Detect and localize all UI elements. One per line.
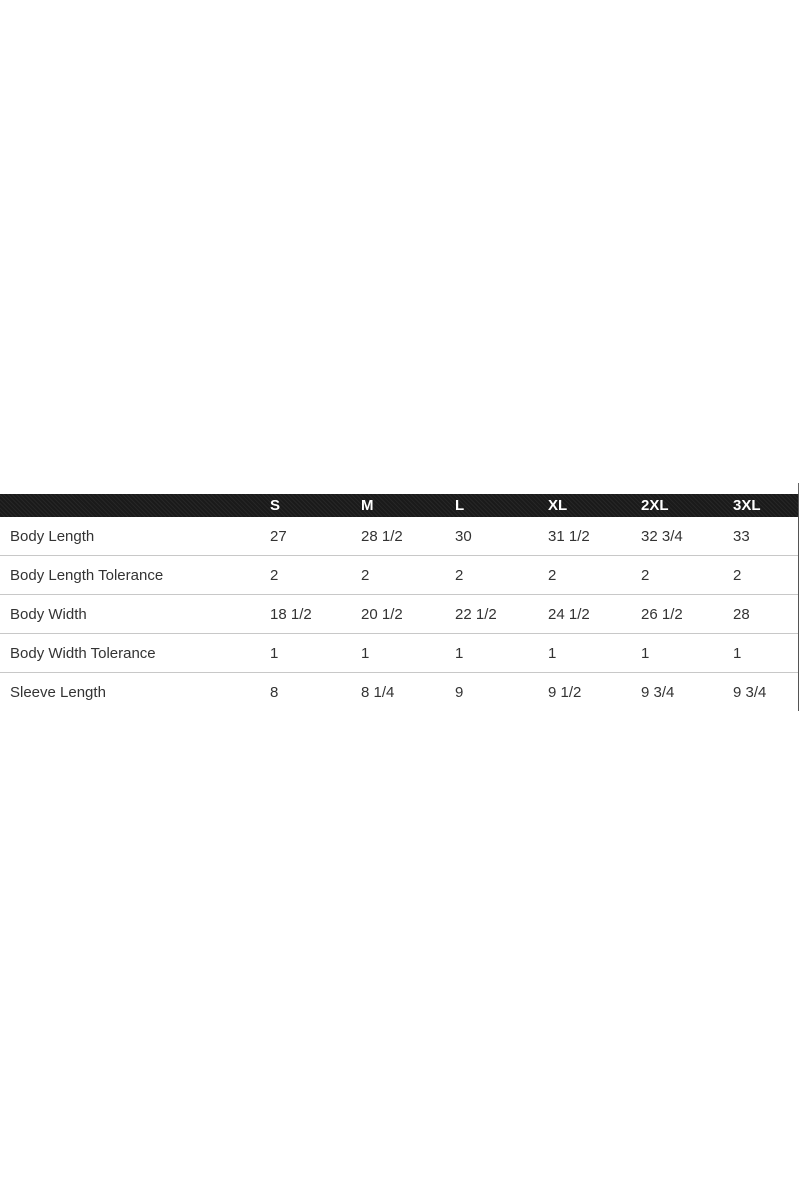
table-cell: 28 [733, 606, 750, 623]
table-cell: 9 1/2 [548, 684, 582, 701]
table-cell: 33 [733, 528, 750, 545]
table-cell: 27 [270, 528, 287, 545]
table-cell: 1 [455, 645, 464, 662]
table-row: Body Width Tolerance 1 1 1 1 1 1 [0, 634, 798, 673]
column-header: L [455, 497, 465, 514]
table-cell: 18 1/2 [270, 606, 312, 623]
table-cell: 31 1/2 [548, 528, 590, 545]
table-header: S M L XL 2XL 3XL [0, 494, 798, 517]
column-header: XL [548, 497, 568, 514]
table-cell: 1 [361, 645, 370, 662]
table-cell: 1 [733, 645, 742, 662]
table-cell: 2 [455, 567, 464, 584]
table-cell: 1 [641, 645, 650, 662]
table-row: Body Length Tolerance 2 2 2 2 2 2 [0, 556, 798, 595]
table-cell: 8 1/4 [361, 684, 395, 701]
row-label: Body Length [10, 528, 95, 545]
table-cell: 20 1/2 [361, 606, 403, 623]
table-cell: 1 [548, 645, 557, 662]
row-label: Body Width [10, 606, 87, 623]
table-cell: 2 [641, 567, 650, 584]
row-label: Body Length Tolerance [10, 567, 164, 584]
table-cell: 8 [270, 684, 279, 701]
table-cell: 9 3/4 [733, 684, 767, 701]
row-label: Sleeve Length [10, 684, 106, 701]
table-cell: 1 [270, 645, 279, 662]
column-header: 3XL [733, 497, 761, 514]
column-header: M [361, 497, 374, 514]
size-chart-table: S M L XL 2XL 3XL Body Length 27 28 1/2 30 31 1/2 3… [0, 494, 799, 711]
table-cell: 26 1/2 [641, 606, 683, 623]
table-cell: 32 3/4 [641, 528, 683, 545]
column-header: 2XL [641, 497, 669, 514]
table-cell: 2 [361, 567, 370, 584]
table-cell: 28 1/2 [361, 528, 403, 545]
table-cell: 2 [548, 567, 557, 584]
table-row: Body Width 18 1/2 20 1/2 22 1/2 24 1/2 26 1/2… [0, 595, 798, 634]
table-cell: 24 1/2 [548, 606, 590, 623]
table-cell: 22 1/2 [455, 606, 497, 623]
row-label: Body Width Tolerance [10, 645, 156, 662]
column-header: S [270, 497, 281, 514]
table-cell: 2 [733, 567, 742, 584]
table-cell: 9 3/4 [641, 684, 675, 701]
table-row: Sleeve Length 8 8 1/4 9 9 1/2 9 3/4 9 3/4 [0, 673, 798, 711]
table-cell: 30 [455, 528, 472, 545]
table-row: Body Length 27 28 1/2 30 31 1/2 32 3/4 33 [0, 517, 798, 556]
table-cell: 2 [270, 567, 279, 584]
table-cell: 9 [455, 684, 464, 701]
